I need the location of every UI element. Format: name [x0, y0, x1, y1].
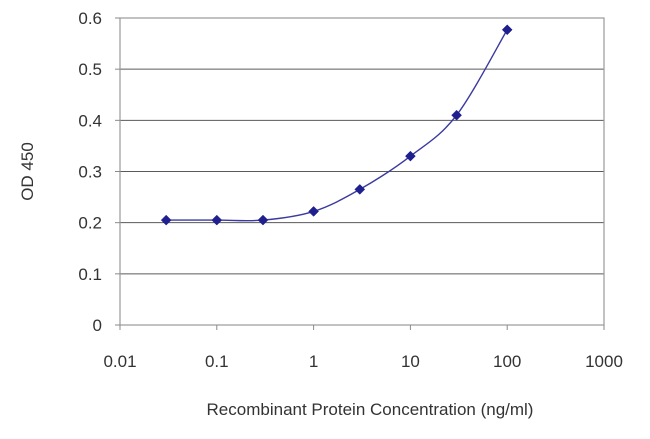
data-point	[451, 109, 462, 121]
x-tick-label: 100	[493, 352, 521, 371]
x-tick-label: 1000	[585, 352, 623, 371]
y-axis-ticks: 0 0.1 0.2 0.3 0.4 0.5 0.6	[78, 9, 120, 335]
data-point	[354, 184, 366, 195]
data-point	[211, 214, 223, 226]
series-line	[166, 29, 508, 222]
data-point	[160, 214, 172, 226]
y-tick-label: 0.1	[78, 265, 102, 284]
data-point	[257, 214, 269, 226]
data-point	[308, 206, 319, 217]
y-tick-label: 0.4	[78, 111, 102, 130]
x-tick-label: 0.01	[103, 352, 136, 371]
data-point	[405, 150, 416, 162]
y-tick-label: 0.5	[78, 60, 102, 79]
y-axis-title: OD 450	[18, 142, 37, 201]
y-tick-label: 0.6	[78, 9, 102, 28]
x-tick-label: 10	[401, 352, 420, 371]
y-tick-label: 0.2	[78, 214, 102, 233]
gridlines	[120, 17, 604, 275]
data-points	[160, 24, 513, 226]
x-axis-ticks: 0.01 0.1 1 10 100 1000	[103, 325, 623, 371]
y-tick-label: 0	[93, 316, 102, 335]
x-tick-label: 1	[309, 352, 318, 371]
x-axis-title: Recombinant Protein Concentration (ng/ml…	[207, 400, 534, 419]
y-tick-label: 0.3	[78, 163, 102, 182]
data-point	[501, 24, 513, 36]
x-tick-label: 0.1	[205, 352, 229, 371]
